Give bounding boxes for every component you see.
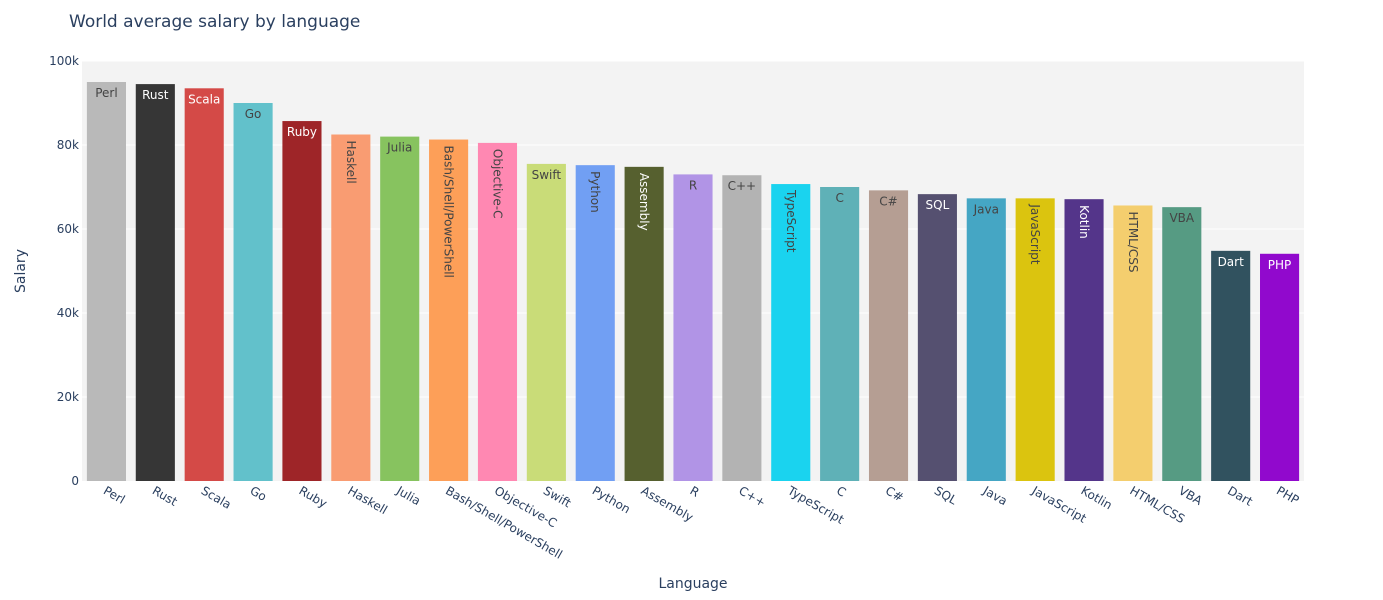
y-tick-label: 80k — [57, 138, 79, 152]
bar — [624, 166, 664, 481]
bar — [575, 165, 615, 481]
bar-label: Perl — [95, 86, 117, 100]
x-tick-label: C++ — [736, 483, 768, 509]
bar-label: Java — [973, 202, 999, 216]
x-tick-label: C — [834, 483, 848, 499]
bar — [1260, 253, 1300, 481]
x-axis-ticks: Perl Rust Scala Go Ruby Haskell Julia Bash/Shel… — [101, 483, 1301, 562]
bar — [380, 136, 420, 481]
bar — [673, 174, 713, 481]
bar-label: Scala — [188, 92, 220, 106]
bar-label: Kotlin — [1077, 205, 1091, 239]
y-tick-label: 60k — [57, 222, 79, 236]
x-tick-label: JavaScript — [1029, 483, 1089, 526]
bar-label: Assembly — [637, 173, 651, 231]
y-tick-label: 100k — [49, 54, 79, 68]
bar — [331, 134, 371, 481]
bar-label: Swift — [532, 168, 562, 182]
bar-label: Python — [588, 171, 602, 213]
y-axis-ticks: 0 20k 40k 60k 80k 100k — [49, 54, 79, 488]
x-tick-label: Ruby — [296, 483, 329, 510]
y-tick-label: 20k — [57, 390, 79, 404]
x-tick-label: Haskell — [345, 483, 389, 517]
bar — [722, 175, 762, 482]
x-tick-label: Go — [248, 483, 269, 503]
x-tick-label: Swift — [541, 483, 574, 510]
bar-label: PHP — [1268, 258, 1292, 272]
bar-label: HTML/CSS — [1126, 211, 1140, 272]
bar-label: Dart — [1218, 255, 1245, 269]
bar — [1162, 207, 1202, 481]
x-tick-label: Java — [980, 483, 1010, 508]
x-tick-label: HTML/CSS — [1127, 483, 1187, 526]
y-tick-label: 0 — [71, 474, 79, 488]
bar-label: C# — [879, 194, 897, 208]
bar-label: Julia — [386, 141, 412, 155]
x-axis-title: Language — [658, 576, 727, 592]
bar — [1211, 250, 1251, 481]
x-tick-label: C# — [883, 483, 906, 504]
bar-label: C++ — [728, 179, 757, 193]
bar — [429, 139, 469, 482]
bar-label: Objective-C — [490, 149, 504, 219]
x-tick-label: SQL — [932, 483, 960, 507]
x-tick-label: VBA — [1176, 483, 1205, 508]
bar — [820, 187, 860, 481]
x-tick-label: Dart — [1225, 483, 1255, 508]
chart-title: World average salary by language — [69, 12, 361, 32]
bar — [526, 163, 566, 481]
y-tick-label: 40k — [57, 306, 79, 320]
bar — [966, 198, 1006, 481]
bar — [771, 184, 811, 481]
bar — [233, 103, 273, 481]
bar — [1015, 198, 1055, 481]
bar-label: Bash/Shell/PowerShell — [442, 146, 456, 278]
bar — [868, 190, 909, 482]
bar-label: SQL — [926, 198, 950, 212]
bars — [86, 82, 1300, 482]
bar-labels: Perl Rust Scala Go Ruby Haskell Julia Bash/Shel… — [95, 86, 1291, 278]
bar-label: VBA — [1169, 211, 1194, 225]
bar-label: C — [835, 191, 843, 205]
bar — [282, 121, 322, 481]
bar-label: Go — [245, 107, 262, 121]
bar — [135, 84, 175, 481]
x-tick-label: PHP — [1274, 483, 1301, 507]
bar-label: JavaScript — [1028, 203, 1042, 264]
x-tick-label: Perl — [101, 483, 127, 506]
bar-label: TypeScript — [784, 189, 798, 253]
x-tick-label: Assembly — [639, 483, 696, 524]
bar-label: Rust — [142, 88, 169, 102]
x-tick-label: Rust — [150, 483, 180, 508]
bar — [917, 194, 957, 481]
x-tick-label: Python — [590, 483, 633, 516]
bar — [86, 82, 126, 481]
bar-label: Haskell — [344, 141, 358, 184]
x-tick-label: R — [688, 483, 702, 499]
bar — [477, 142, 518, 481]
bar — [1064, 199, 1104, 481]
x-tick-label: Julia — [393, 483, 423, 508]
bar — [1113, 205, 1153, 482]
x-tick-label: Scala — [199, 483, 234, 511]
x-tick-label: Kotlin — [1079, 483, 1115, 512]
y-axis-title: Salary — [13, 249, 29, 293]
bar-label: Ruby — [287, 125, 317, 139]
bar — [184, 88, 224, 482]
bar-label: R — [689, 178, 697, 192]
